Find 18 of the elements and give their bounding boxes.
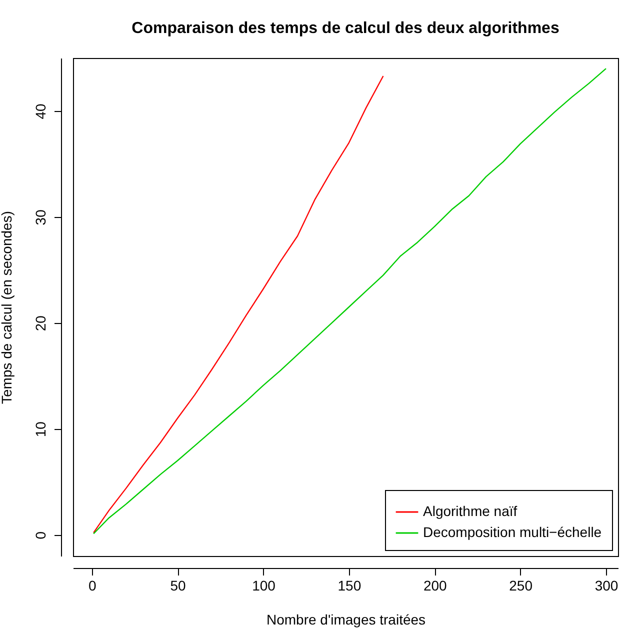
- chart-title: Comparaison des temps de calcul des deux algorithmes: [132, 20, 560, 37]
- x-tick-label: 50: [170, 578, 186, 594]
- y-tick-label: 10: [32, 421, 48, 438]
- x-tick-label: 100: [252, 578, 276, 594]
- x-tick-label: 250: [509, 578, 533, 594]
- legend-label: Algorithme naïf: [423, 503, 518, 519]
- x-axis-title: Nombre d'images traitées: [266, 612, 426, 628]
- x-tick-label: 200: [423, 578, 448, 594]
- y-tick-label: 0: [32, 531, 48, 540]
- y-tick-label: 40: [32, 103, 48, 120]
- x-tick-label: 150: [338, 578, 362, 594]
- y-tick-label: 30: [32, 209, 48, 226]
- x-tick-label: 0: [88, 578, 96, 594]
- y-tick-label: 20: [32, 315, 48, 332]
- legend-label: Decomposition multi−échelle: [423, 524, 602, 540]
- line-series: [92, 75, 384, 534]
- y-axis-title: Temps de calcul (en secondes): [0, 211, 14, 404]
- x-tick-label: 300: [594, 578, 618, 594]
